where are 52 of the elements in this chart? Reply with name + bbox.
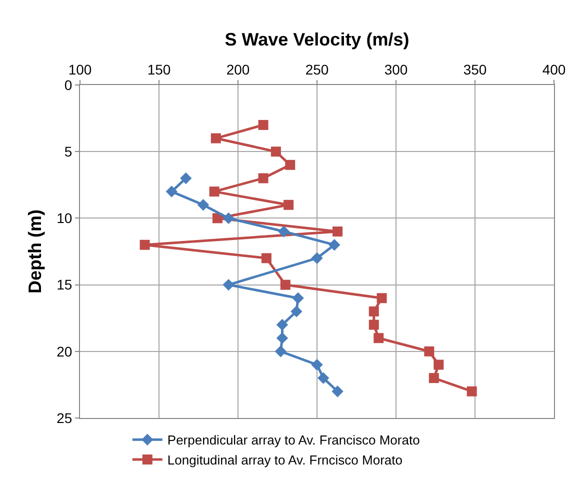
point bbox=[258, 120, 268, 130]
point bbox=[332, 386, 344, 398]
point bbox=[292, 292, 304, 304]
legend-label: Perpendicular array to Av. Francisco Morato bbox=[167, 432, 420, 448]
point bbox=[368, 320, 379, 330]
point bbox=[434, 360, 444, 370]
point bbox=[332, 226, 343, 237]
point bbox=[222, 278, 234, 291]
point bbox=[140, 240, 150, 250]
y-tick-label: 25 bbox=[56, 410, 72, 426]
point bbox=[180, 172, 192, 184]
y-axis-title: Depth (m) bbox=[24, 210, 45, 294]
y-tick-label: 0 bbox=[64, 76, 72, 93]
point bbox=[311, 252, 323, 264]
point bbox=[428, 373, 439, 384]
point bbox=[328, 238, 340, 251]
x-tick-label: 200 bbox=[226, 61, 250, 78]
x-tick-label: 300 bbox=[384, 61, 408, 78]
x-axis-title: S Wave Velocity (m/s) bbox=[224, 30, 410, 50]
x-tick-label: 250 bbox=[305, 61, 329, 78]
y-tick-label: 15 bbox=[56, 276, 72, 293]
x-tick-label: 350 bbox=[463, 61, 487, 78]
point bbox=[278, 226, 290, 238]
legend-label: Longitudinal array to Av. Frncisco Morato bbox=[167, 452, 402, 468]
point bbox=[284, 200, 294, 210]
point bbox=[280, 280, 290, 290]
point bbox=[285, 160, 296, 170]
x-tick-label: 100 bbox=[68, 61, 92, 78]
point bbox=[374, 333, 384, 344]
point bbox=[261, 253, 272, 264]
point bbox=[311, 358, 323, 371]
point bbox=[317, 372, 330, 384]
y-tick-label: 5 bbox=[64, 144, 72, 160]
point bbox=[368, 306, 379, 316]
y-tick-label: 20 bbox=[56, 343, 72, 360]
point bbox=[276, 332, 288, 344]
point bbox=[274, 346, 287, 358]
point bbox=[270, 146, 281, 157]
point bbox=[276, 318, 288, 331]
point bbox=[290, 306, 302, 318]
point bbox=[222, 212, 234, 224]
point bbox=[258, 173, 268, 184]
point bbox=[466, 386, 477, 396]
x-tick-label: 150 bbox=[147, 61, 171, 78]
point bbox=[376, 293, 387, 304]
point bbox=[424, 346, 434, 356]
y-tick-label: 10 bbox=[56, 210, 72, 226]
point bbox=[197, 199, 210, 211]
x-tick-label: 400 bbox=[542, 61, 566, 78]
point bbox=[166, 186, 178, 198]
point bbox=[210, 133, 221, 144]
point bbox=[209, 186, 220, 197]
